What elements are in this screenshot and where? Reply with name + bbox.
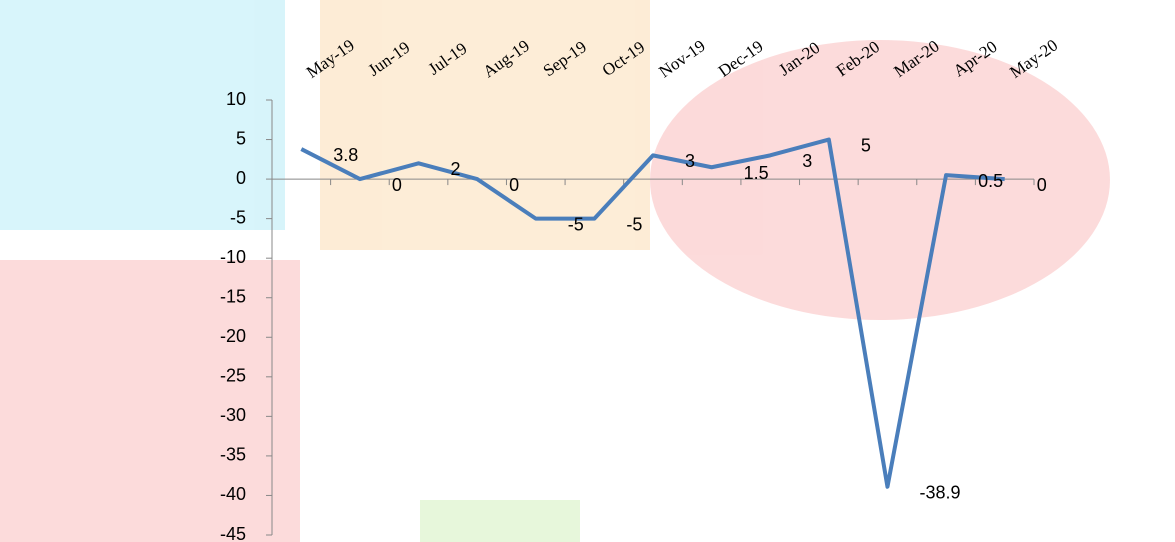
data-label: 0 xyxy=(1037,175,1047,195)
data-label: 1.5 xyxy=(744,163,769,183)
y-tick-label: 10 xyxy=(226,89,246,109)
data-label: 0 xyxy=(509,175,519,195)
data-label: 3 xyxy=(802,151,812,171)
data-label: 5 xyxy=(861,135,871,155)
y-tick-label: -45 xyxy=(220,524,246,542)
watermark xyxy=(0,0,1110,542)
y-tick-label: -40 xyxy=(220,484,246,504)
data-label: -5 xyxy=(626,214,642,234)
data-label: 3.8 xyxy=(333,145,358,165)
y-tick-label: -10 xyxy=(220,247,246,267)
x-tick-label: Nov-19 xyxy=(655,36,708,81)
y-tick-label: -5 xyxy=(230,207,246,227)
y-tick-label: -35 xyxy=(220,445,246,465)
data-label: 2 xyxy=(451,159,461,179)
x-tick-label: May-20 xyxy=(1006,35,1061,81)
line-series xyxy=(300,137,1005,489)
y-tick-label: 0 xyxy=(236,168,246,188)
data-label: 3 xyxy=(685,151,695,171)
data-label: -38.9 xyxy=(919,483,960,503)
data-label: 0.5 xyxy=(978,171,1003,191)
data-label: 0 xyxy=(392,175,402,195)
data-label: -5 xyxy=(568,214,584,234)
y-tick-label: -25 xyxy=(220,366,246,386)
y-tick-label: -15 xyxy=(220,286,246,306)
y-tick-label: -30 xyxy=(220,405,246,425)
y-tick-label: -20 xyxy=(220,326,246,346)
y-tick-label: 5 xyxy=(236,128,246,148)
